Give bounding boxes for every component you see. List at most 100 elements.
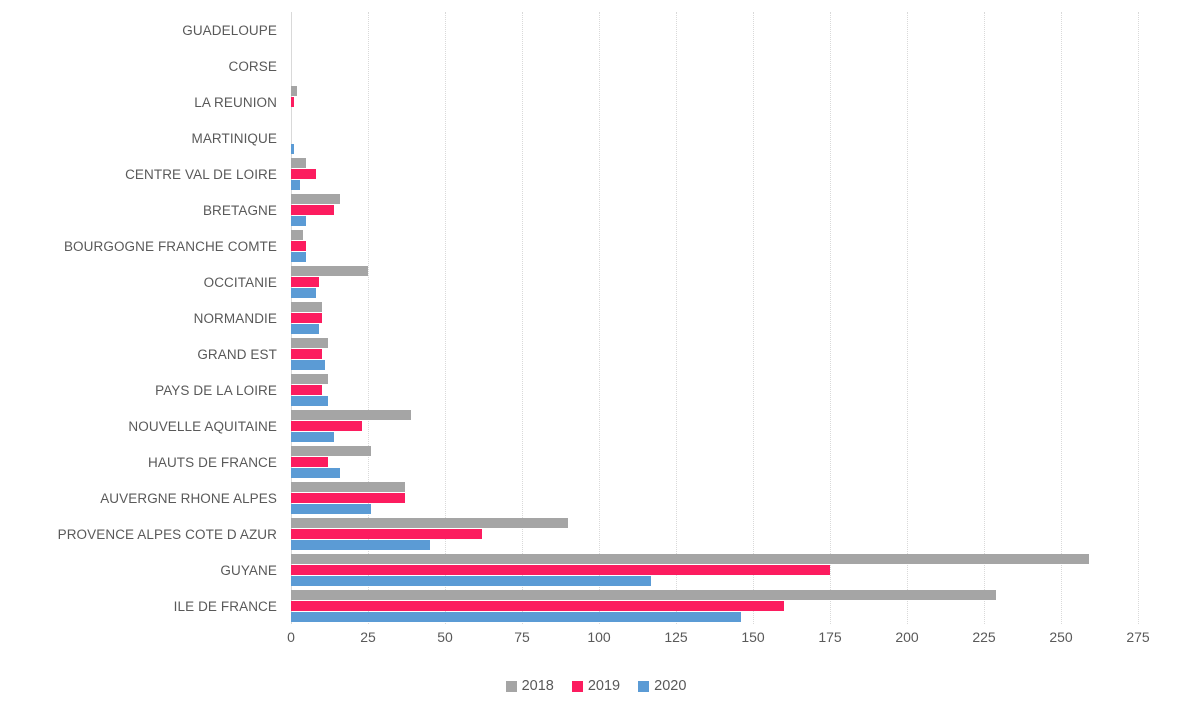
bar-2020[interactable] [291, 252, 307, 262]
gridline [907, 12, 909, 624]
value-tick-label: 25 [360, 629, 376, 645]
category-label: AUVERGNE RHONE ALPES [100, 491, 277, 506]
bar-2018[interactable] [291, 374, 328, 384]
bar-rows [291, 12, 1138, 624]
gridline [984, 12, 986, 624]
bar-2018[interactable] [291, 194, 341, 204]
bar-row [291, 336, 1138, 372]
bar-2019[interactable] [291, 529, 482, 539]
category-label: NOUVELLE AQUITAINE [128, 419, 277, 434]
bar-row [291, 516, 1138, 552]
bar-row [291, 444, 1138, 480]
value-tick-label: 125 [664, 629, 688, 645]
legend-item-2020[interactable]: 2020 [638, 678, 686, 694]
bar-2019[interactable] [291, 565, 830, 575]
bar-row [291, 192, 1138, 228]
bar-2020[interactable] [291, 144, 295, 154]
bar-2020[interactable] [291, 540, 430, 550]
gridline [753, 12, 755, 624]
bar-row [291, 552, 1138, 588]
legend-item-2018[interactable]: 2018 [505, 678, 554, 694]
gridline [599, 12, 601, 624]
bar-group [291, 230, 1138, 262]
bar-2018[interactable] [291, 446, 372, 456]
gridline [445, 12, 447, 624]
bar-group [291, 374, 1138, 406]
bar-group [291, 554, 1138, 586]
bar-2019[interactable] [291, 277, 319, 287]
bar-2020[interactable] [291, 612, 741, 622]
bar-2018[interactable] [291, 86, 298, 96]
bar-2019[interactable] [291, 457, 328, 467]
bar-group [291, 122, 1138, 154]
bar-group [291, 86, 1138, 118]
bar-2020[interactable] [291, 576, 652, 586]
bar-2018[interactable] [291, 590, 997, 600]
category-label: NORMANDIE [193, 311, 277, 326]
value-tick-label: 175 [818, 629, 842, 645]
bar-2020[interactable] [291, 288, 316, 298]
value-tick-label: 200 [895, 629, 919, 645]
category-label: BRETAGNE [202, 203, 277, 218]
bar-group [291, 482, 1138, 514]
bar-2018[interactable] [291, 230, 304, 240]
bar-2019[interactable] [291, 493, 405, 503]
legend-swatch-icon [505, 680, 517, 692]
gridline [522, 12, 524, 624]
bar-2020[interactable] [291, 324, 319, 334]
bar-2019[interactable] [291, 421, 362, 431]
bar-2018[interactable] [291, 410, 412, 420]
bar-2018[interactable] [291, 338, 328, 348]
bar-2018[interactable] [291, 554, 1089, 564]
bar-2020[interactable] [291, 432, 335, 442]
gridline [368, 12, 370, 624]
bar-2020[interactable] [291, 180, 301, 190]
bar-2019[interactable] [291, 97, 295, 107]
bar-group [291, 410, 1138, 442]
bar-2018[interactable] [291, 518, 569, 528]
category-label: CENTRE VAL DE LOIRE [125, 167, 277, 182]
bar-2018[interactable] [291, 266, 368, 276]
bar-2020[interactable] [291, 468, 341, 478]
legend-label: 2020 [654, 678, 687, 694]
bar-row [291, 588, 1138, 624]
category-label: PAYS DE LA LOIRE [155, 383, 277, 398]
bar-2019[interactable] [291, 385, 322, 395]
bar-2019[interactable] [291, 169, 316, 179]
value-tick-label: 275 [1126, 629, 1150, 645]
category-label: PROVENCE ALPES COTE D AZUR [57, 527, 277, 542]
category-label: HAUTS DE FRANCE [147, 455, 277, 470]
bar-2020[interactable] [291, 504, 372, 514]
category-axis-labels: GUADELOUPE CORSE LA REUNION MARTINIQUE CENTR… [0, 12, 277, 624]
value-tick-label: 75 [514, 629, 530, 645]
value-tick-label: 250 [1049, 629, 1073, 645]
bar-2020[interactable] [291, 396, 328, 406]
legend-item-2019[interactable]: 2019 [571, 678, 620, 694]
value-axis-labels: 0 25 50 75 100 125 150 175 200 225 250 275 [287, 628, 1150, 650]
bar-2020[interactable] [291, 216, 307, 226]
bar-row [291, 408, 1138, 444]
gridline [1138, 12, 1140, 624]
category-label: OCCITANIE [203, 275, 277, 290]
bar-2018[interactable] [291, 482, 405, 492]
bar-2020[interactable] [291, 360, 325, 370]
bar-group [291, 590, 1138, 622]
bar-row [291, 300, 1138, 336]
value-tick-label: 100 [587, 629, 611, 645]
bar-group [291, 302, 1138, 334]
category-label: BOURGOGNE FRANCHE COMTE [63, 239, 277, 254]
bar-2018[interactable] [291, 158, 307, 168]
bar-2019[interactable] [291, 241, 307, 251]
bar-row [291, 480, 1138, 516]
bar-2018[interactable] [291, 302, 322, 312]
bar-group [291, 266, 1138, 298]
legend-label: 2018 [521, 678, 554, 694]
gridline [676, 12, 678, 624]
bar-group [291, 158, 1138, 190]
category-label: ILE DE FRANCE [173, 599, 277, 614]
bar-2019[interactable] [291, 601, 784, 611]
bar-2019[interactable] [291, 313, 322, 323]
category-label: GUADELOUPE [182, 23, 277, 38]
bar-2019[interactable] [291, 349, 322, 359]
bar-2019[interactable] [291, 205, 335, 215]
